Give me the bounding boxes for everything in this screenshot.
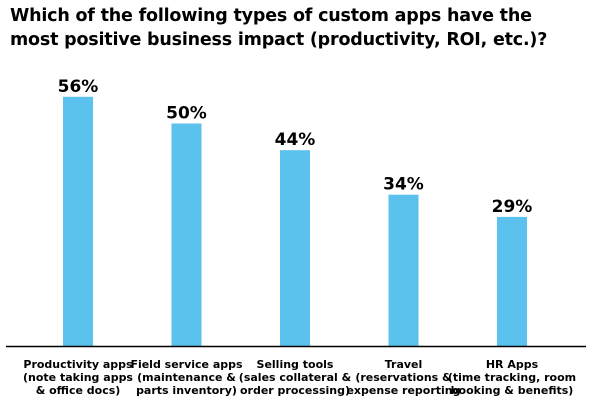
- value-label-1: 50%: [166, 104, 207, 124]
- category-label-2-line-2: order processing): [240, 384, 350, 397]
- category-label-3-line-0: Travel: [385, 358, 423, 371]
- value-label-3: 34%: [383, 175, 424, 195]
- chart-title-line-1: Which of the following types of custom a…: [10, 6, 532, 26]
- category-label-1: Field service apps (maintenance & parts in…: [130, 358, 243, 397]
- category-label-0-line-2: & office docs): [36, 384, 121, 397]
- category-label-4-line-2: booking & benefits): [451, 384, 574, 397]
- category-label-4-line-1: (time tracking, room: [448, 371, 576, 384]
- category-label-1-line-0: Field service apps: [130, 358, 243, 371]
- value-label-2: 44%: [275, 130, 316, 150]
- category-label-1-line-1: (maintenance &: [137, 371, 236, 384]
- bar-4: [497, 216, 527, 346]
- value-labels-group: 56% 50% 44% 34% 29%: [58, 77, 533, 217]
- bar-3: [388, 194, 419, 346]
- value-label-0: 56%: [58, 77, 99, 97]
- category-labels-group: Productivity apps (note taking apps & offi…: [23, 358, 576, 397]
- category-label-3-line-2: expense reporting: [346, 384, 460, 397]
- bar-0: [63, 96, 93, 346]
- category-label-4: HR Apps (time tracking, room booking & ben…: [448, 358, 576, 397]
- category-label-2-line-1: (sales collateral &: [239, 371, 352, 384]
- bar-2: [280, 150, 310, 346]
- category-label-0-line-0: Productivity apps: [23, 358, 133, 371]
- category-label-0-line-1: (note taking apps: [23, 371, 133, 384]
- bar-1: [171, 123, 202, 346]
- value-label-4: 29%: [492, 197, 533, 217]
- chart-title-line-2: most positive business impact (productiv…: [10, 30, 548, 50]
- category-label-1-line-2: parts inventory): [136, 384, 237, 397]
- category-label-3: Travel (reservations & expense reporting: [346, 358, 460, 397]
- category-label-2: Selling tools (sales collateral & order pr…: [239, 358, 352, 397]
- category-label-0: Productivity apps (note taking apps & offi…: [23, 358, 133, 397]
- chart-title: Which of the following types of custom a…: [10, 4, 588, 52]
- category-label-2-line-0: Selling tools: [257, 358, 334, 371]
- bars-group: [63, 96, 527, 346]
- category-label-3-line-1: (reservations &: [355, 371, 452, 384]
- category-label-4-line-0: HR Apps: [486, 358, 539, 371]
